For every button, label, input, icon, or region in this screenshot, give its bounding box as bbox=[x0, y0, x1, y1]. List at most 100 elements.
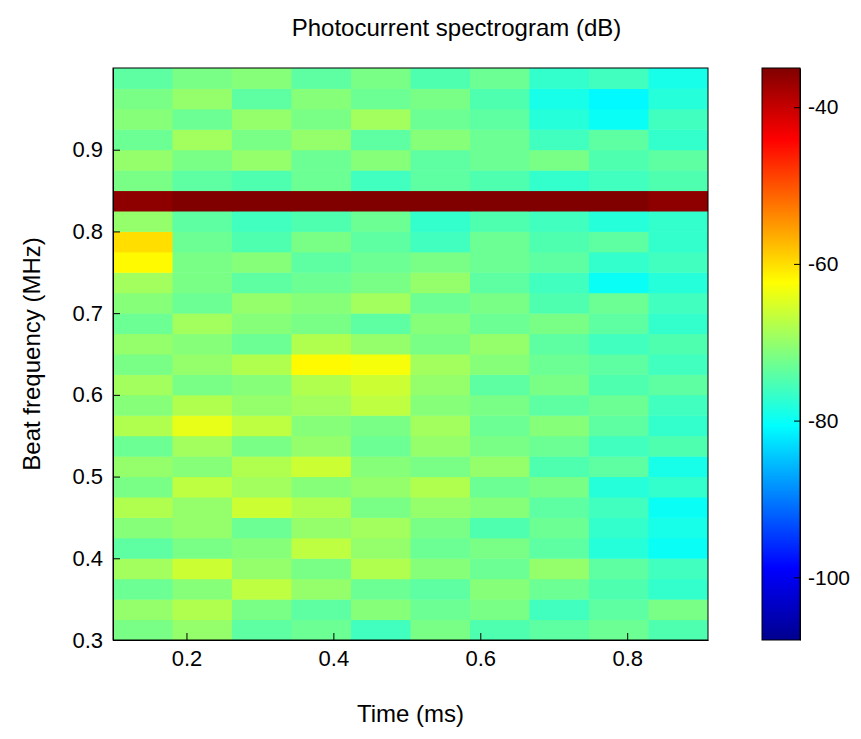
cell bbox=[649, 191, 709, 212]
cell bbox=[530, 68, 590, 89]
cell bbox=[649, 334, 709, 355]
cell bbox=[173, 497, 233, 518]
chart: 0.20.40.60.80.30.40.50.60.70.80.9Photocu… bbox=[0, 0, 861, 739]
cell bbox=[589, 231, 649, 252]
cell bbox=[649, 109, 709, 130]
cell bbox=[470, 517, 530, 538]
cell bbox=[113, 415, 173, 436]
cell bbox=[649, 415, 709, 436]
cell bbox=[470, 538, 530, 559]
cell bbox=[411, 211, 471, 232]
cell bbox=[530, 538, 590, 559]
cell bbox=[292, 456, 352, 477]
cell bbox=[589, 395, 649, 416]
tick-mark bbox=[627, 633, 628, 640]
cell bbox=[232, 415, 292, 436]
cell bbox=[173, 272, 233, 293]
cell bbox=[530, 88, 590, 109]
cell bbox=[649, 293, 709, 314]
cell bbox=[173, 334, 233, 355]
cell bbox=[470, 88, 530, 109]
cell bbox=[470, 354, 530, 375]
cell bbox=[232, 68, 292, 89]
cell bbox=[292, 620, 352, 640]
tick-label: -40 bbox=[808, 95, 838, 118]
cell bbox=[351, 129, 411, 150]
cell bbox=[113, 272, 173, 293]
axis-line bbox=[113, 69, 114, 641]
cell bbox=[173, 477, 233, 498]
cell bbox=[113, 517, 173, 538]
cell bbox=[173, 354, 233, 375]
tick-label: 0.7 bbox=[72, 301, 103, 326]
axis-line bbox=[800, 69, 801, 641]
tick: 0.5 bbox=[72, 464, 120, 489]
cell bbox=[589, 517, 649, 538]
cell bbox=[589, 558, 649, 579]
tick-label: 0.8 bbox=[72, 219, 103, 244]
cell bbox=[589, 599, 649, 620]
cell bbox=[411, 599, 471, 620]
cell bbox=[470, 334, 530, 355]
cell bbox=[649, 620, 709, 640]
cell bbox=[530, 211, 590, 232]
tick-mark bbox=[480, 633, 481, 640]
cell bbox=[232, 88, 292, 109]
cell bbox=[113, 620, 173, 640]
cell bbox=[411, 293, 471, 314]
cell bbox=[173, 129, 233, 150]
cell bbox=[113, 436, 173, 457]
cell bbox=[589, 272, 649, 293]
cell bbox=[649, 272, 709, 293]
cell bbox=[589, 88, 649, 109]
cell bbox=[173, 374, 233, 395]
cell bbox=[351, 150, 411, 171]
tick: -60 bbox=[794, 252, 838, 275]
cell bbox=[649, 313, 709, 334]
cell bbox=[470, 211, 530, 232]
cell bbox=[470, 395, 530, 416]
cell bbox=[589, 415, 649, 436]
cell bbox=[173, 88, 233, 109]
tick-label: 0.9 bbox=[72, 137, 103, 162]
cell bbox=[351, 272, 411, 293]
cell bbox=[351, 374, 411, 395]
cell bbox=[232, 374, 292, 395]
tick-mark bbox=[794, 107, 800, 108]
cell bbox=[351, 293, 411, 314]
cell bbox=[530, 334, 590, 355]
cell bbox=[292, 170, 352, 191]
cells bbox=[113, 68, 708, 640]
cell bbox=[292, 272, 352, 293]
cell bbox=[232, 109, 292, 130]
cell bbox=[530, 599, 590, 620]
cell bbox=[173, 293, 233, 314]
cell bbox=[649, 231, 709, 252]
cell bbox=[113, 334, 173, 355]
cell bbox=[470, 477, 530, 498]
tick-mark bbox=[794, 264, 800, 265]
cell bbox=[649, 395, 709, 416]
cell bbox=[411, 395, 471, 416]
cell bbox=[530, 517, 590, 538]
cell bbox=[470, 415, 530, 436]
cell bbox=[292, 211, 352, 232]
tick-mark bbox=[794, 577, 800, 578]
cell bbox=[232, 558, 292, 579]
cell bbox=[292, 477, 352, 498]
cell bbox=[292, 109, 352, 130]
cell bbox=[470, 231, 530, 252]
tick-label: 0.5 bbox=[72, 464, 103, 489]
tick-mark bbox=[113, 640, 120, 641]
cell bbox=[649, 517, 709, 538]
cell bbox=[411, 415, 471, 436]
cell bbox=[113, 191, 173, 212]
cell bbox=[113, 129, 173, 150]
cell bbox=[292, 68, 352, 89]
cell bbox=[649, 252, 709, 273]
cell bbox=[173, 191, 233, 212]
y-axis: 0.30.40.50.60.70.80.9 bbox=[72, 69, 120, 653]
cell bbox=[292, 436, 352, 457]
title: Photocurrent spectrogram (dB) bbox=[292, 14, 621, 41]
cell bbox=[232, 538, 292, 559]
